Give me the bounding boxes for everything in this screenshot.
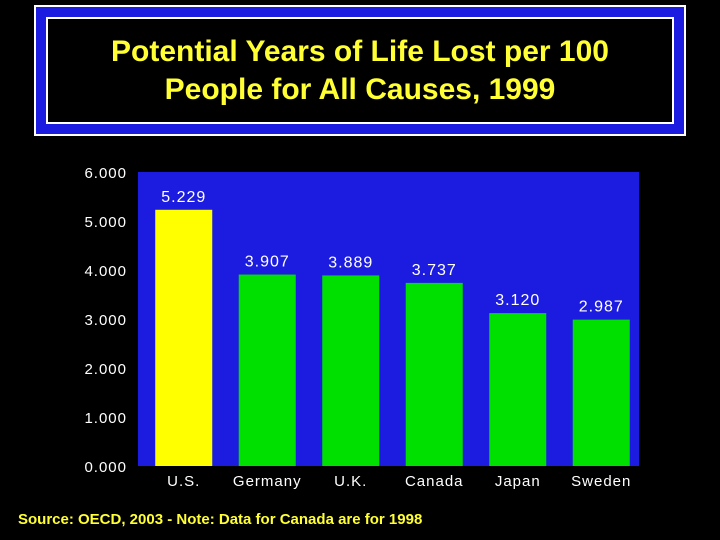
y-tick-label: 5.000: [84, 214, 127, 231]
data-value-label: 3.907: [245, 254, 290, 271]
y-tick-label: 0.000: [84, 459, 127, 476]
chart-title-line-2: People for All Causes, 1999: [164, 72, 556, 106]
x-axis-categories: U.S. Germany U.K. Canada Japan Sweden: [167, 473, 631, 490]
x-category-label: U.S.: [167, 473, 200, 490]
data-value-label: 3.889: [328, 254, 373, 271]
title-panel: Potential Years of Life Lost per 100 Peo…: [46, 17, 674, 124]
chart-title-line-1: Potential Years of Life Lost per 100: [111, 34, 609, 68]
y-tick-label: 1.000: [84, 410, 127, 427]
data-value-label: 5.229: [161, 189, 206, 206]
y-tick-label: 2.000: [84, 361, 127, 378]
y-axis-ticks: 0.000 1.000 2.000 3.000 4.000 5.000 6.000: [84, 165, 127, 476]
bars: [155, 209, 630, 467]
bar-sweden: [572, 319, 630, 466]
x-category-label: U.K.: [334, 473, 367, 490]
data-value-label: 3.737: [412, 262, 457, 279]
x-category-label: Canada: [405, 473, 464, 490]
source-note: Source: OECD, 2003 - Note: Data for Cana…: [18, 511, 423, 528]
value-labels: 5.229 3.907 3.889 3.737 3.120 2.987: [161, 189, 624, 316]
y-tick-label: 3.000: [84, 312, 127, 329]
x-category-label: Sweden: [571, 473, 631, 490]
data-value-label: 3.120: [495, 292, 540, 309]
bar-germany: [238, 274, 296, 466]
x-category-label: Japan: [495, 473, 541, 490]
y-tick-label: 4.000: [84, 263, 127, 280]
bar-canada: [405, 282, 463, 466]
y-tick-label: 6.000: [84, 165, 127, 182]
data-value-label: 2.987: [579, 299, 624, 316]
bar-us: [155, 209, 213, 467]
x-category-label: Germany: [233, 473, 302, 490]
plot-area: [138, 172, 639, 466]
bar-japan: [489, 313, 547, 466]
bar-uk: [322, 275, 380, 466]
title-box: Potential Years of Life Lost per 100 Peo…: [34, 5, 686, 136]
